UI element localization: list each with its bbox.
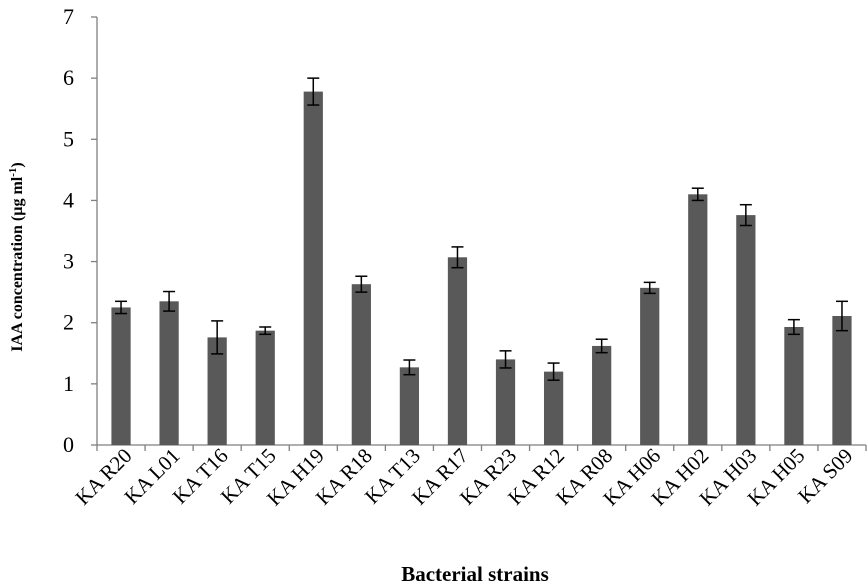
error-bar bbox=[307, 77, 320, 106]
error-bar bbox=[451, 246, 464, 269]
bar bbox=[736, 215, 756, 445]
y-tick-label: 4 bbox=[63, 187, 74, 212]
bars bbox=[111, 91, 852, 445]
bar bbox=[351, 284, 371, 445]
bar bbox=[495, 359, 516, 445]
y-tick-label: 1 bbox=[63, 371, 74, 396]
error-bar bbox=[787, 318, 800, 336]
error-bars bbox=[115, 77, 848, 381]
bar bbox=[447, 257, 468, 445]
error-bar bbox=[115, 300, 128, 315]
error-bar bbox=[547, 362, 560, 381]
bar bbox=[543, 371, 564, 445]
y-axis-title-suffix: ) bbox=[9, 162, 26, 167]
bar bbox=[832, 315, 852, 445]
error-bar bbox=[739, 203, 752, 227]
bar bbox=[688, 194, 708, 445]
y-tick-label: 5 bbox=[63, 126, 74, 151]
bar bbox=[303, 91, 323, 445]
error-bar bbox=[403, 359, 416, 376]
error-bar bbox=[835, 300, 848, 332]
y-tick-label: 3 bbox=[63, 249, 74, 274]
y-axis-title-superscript: -1 bbox=[7, 168, 19, 177]
bar bbox=[592, 345, 612, 445]
error-bar bbox=[163, 290, 176, 312]
y-axis-title: IAA concentration (µg ml-1) bbox=[7, 162, 26, 351]
y-tick-label: 2 bbox=[63, 310, 74, 335]
error-bar bbox=[259, 326, 272, 336]
x-axis-title: Bacterial strains bbox=[401, 562, 549, 586]
error-bar bbox=[499, 350, 512, 369]
bar bbox=[159, 301, 179, 445]
y-tick-label: 6 bbox=[63, 65, 74, 90]
error-bar bbox=[691, 187, 704, 202]
error-bar bbox=[355, 275, 368, 293]
bar bbox=[399, 367, 420, 445]
bar bbox=[111, 307, 131, 445]
y-axis: 0 1 2 3 4 5 6 7 bbox=[63, 4, 98, 457]
bar bbox=[784, 326, 804, 445]
error-bar bbox=[595, 338, 608, 354]
x-tick-label: KA S09 bbox=[793, 444, 857, 508]
y-tick-label: 7 bbox=[63, 4, 74, 29]
error-bar bbox=[643, 281, 656, 295]
y-tick-label: 0 bbox=[63, 432, 74, 457]
bar bbox=[255, 330, 275, 445]
bar bbox=[640, 287, 660, 445]
bar bbox=[207, 337, 227, 445]
error-bar bbox=[211, 320, 224, 355]
